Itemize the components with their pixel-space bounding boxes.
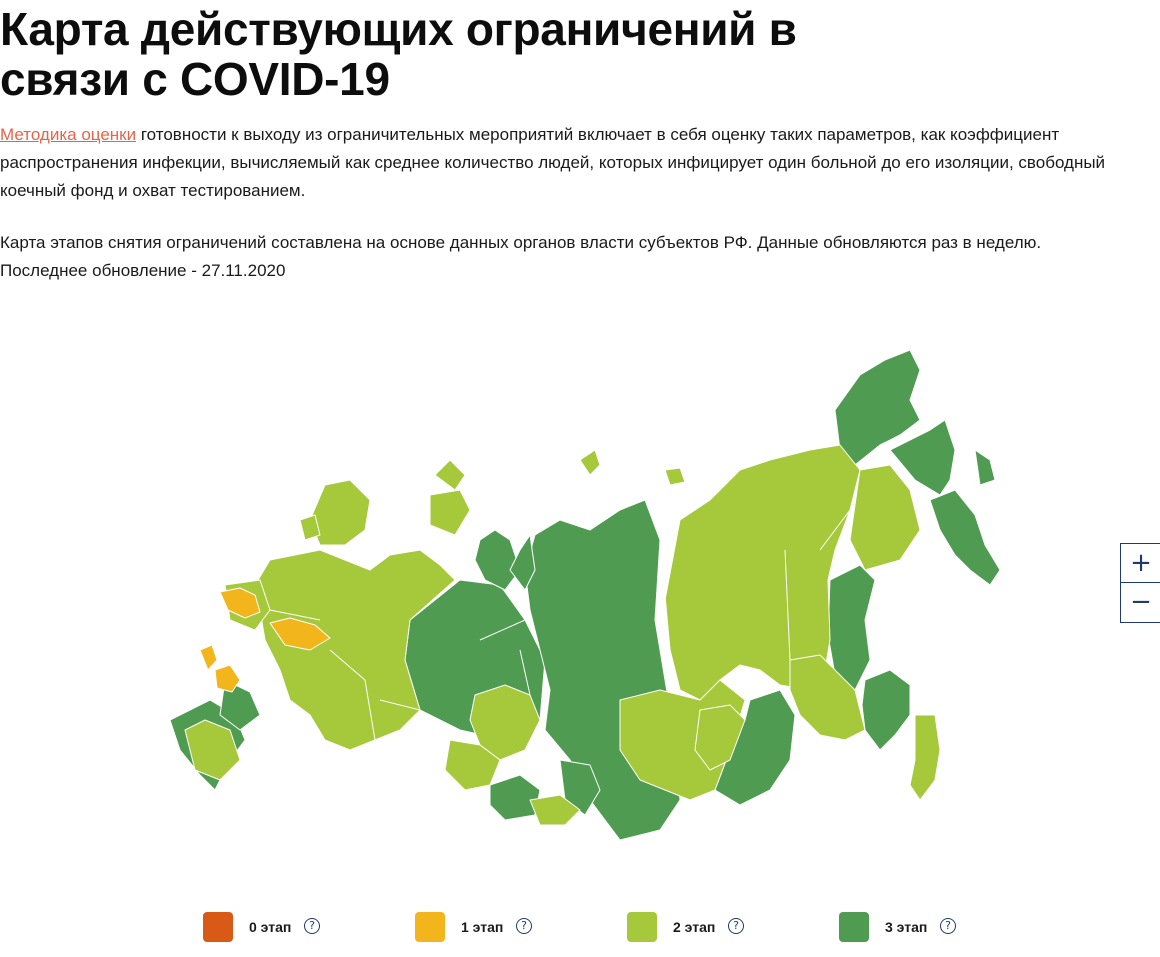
region-dividers <box>269 509 851 741</box>
divider-line <box>269 509 851 741</box>
map-region[interactable] <box>469 684 541 761</box>
help-icon[interactable]: ? <box>728 918 744 934</box>
map-region[interactable] <box>444 739 501 791</box>
map-region[interactable] <box>694 704 746 771</box>
map-region[interactable] <box>429 489 471 536</box>
map-region[interactable] <box>434 459 466 491</box>
zoom-controls: + − <box>1120 543 1160 623</box>
intro-text: готовности к выходу из ограничительных м… <box>0 125 1106 200</box>
map-region[interactable] <box>664 467 686 486</box>
stage-1-regions <box>199 587 331 693</box>
zoom-in-button[interactable]: + <box>1121 544 1160 583</box>
russia-regions-map[interactable] <box>120 320 1020 880</box>
map-region[interactable] <box>299 514 321 541</box>
map-region[interactable] <box>269 617 331 651</box>
last-update: Последнее обновление - 27.11.2020 <box>0 261 286 280</box>
legend-label: 0 этап <box>249 919 292 935</box>
update-note-line1: Карта этапов снятия ограничений составле… <box>0 233 1042 252</box>
zoom-out-button[interactable]: − <box>1130 587 1152 617</box>
map-region[interactable] <box>219 587 261 619</box>
legend-swatch <box>627 912 657 942</box>
map-region[interactable] <box>214 664 241 693</box>
help-icon[interactable]: ? <box>940 918 956 934</box>
map-region[interactable] <box>254 549 456 751</box>
legend-label: 1 этап <box>461 919 504 935</box>
map-region[interactable] <box>861 669 911 751</box>
map-region[interactable] <box>199 644 218 671</box>
help-icon[interactable]: ? <box>304 918 320 934</box>
map-region[interactable] <box>929 489 1001 586</box>
map-svg <box>169 349 1001 841</box>
map-region[interactable] <box>789 654 866 741</box>
legend-swatch <box>415 912 445 942</box>
map-region[interactable] <box>474 529 521 591</box>
page-title: Карта действующих ограничений в связи с … <box>0 3 797 105</box>
map-region[interactable] <box>559 759 601 816</box>
map-region[interactable] <box>219 679 261 731</box>
map-region[interactable] <box>509 534 536 591</box>
help-icon[interactable]: ? <box>516 918 532 934</box>
map-region[interactable] <box>664 444 861 701</box>
update-note: Карта этапов снятия ограничений составле… <box>0 229 1160 285</box>
legend-label: 2 этап <box>673 919 716 935</box>
map-region[interactable] <box>909 714 941 801</box>
intro-paragraph: Методика оценки готовности к выходу из о… <box>0 121 1160 205</box>
map-region[interactable] <box>579 449 601 476</box>
map-region[interactable] <box>184 719 241 781</box>
map-region[interactable] <box>974 449 996 486</box>
map-region[interactable] <box>489 774 541 821</box>
legend-label: 3 этап <box>885 919 928 935</box>
map-region[interactable] <box>529 794 581 826</box>
stage-2-regions <box>184 444 941 826</box>
map-region[interactable] <box>849 464 921 571</box>
methodology-link[interactable]: Методика оценки <box>0 125 137 144</box>
map-region[interactable] <box>889 419 956 496</box>
legend-swatch <box>839 912 869 942</box>
legend-swatch <box>203 912 233 942</box>
map-region[interactable] <box>524 499 681 841</box>
